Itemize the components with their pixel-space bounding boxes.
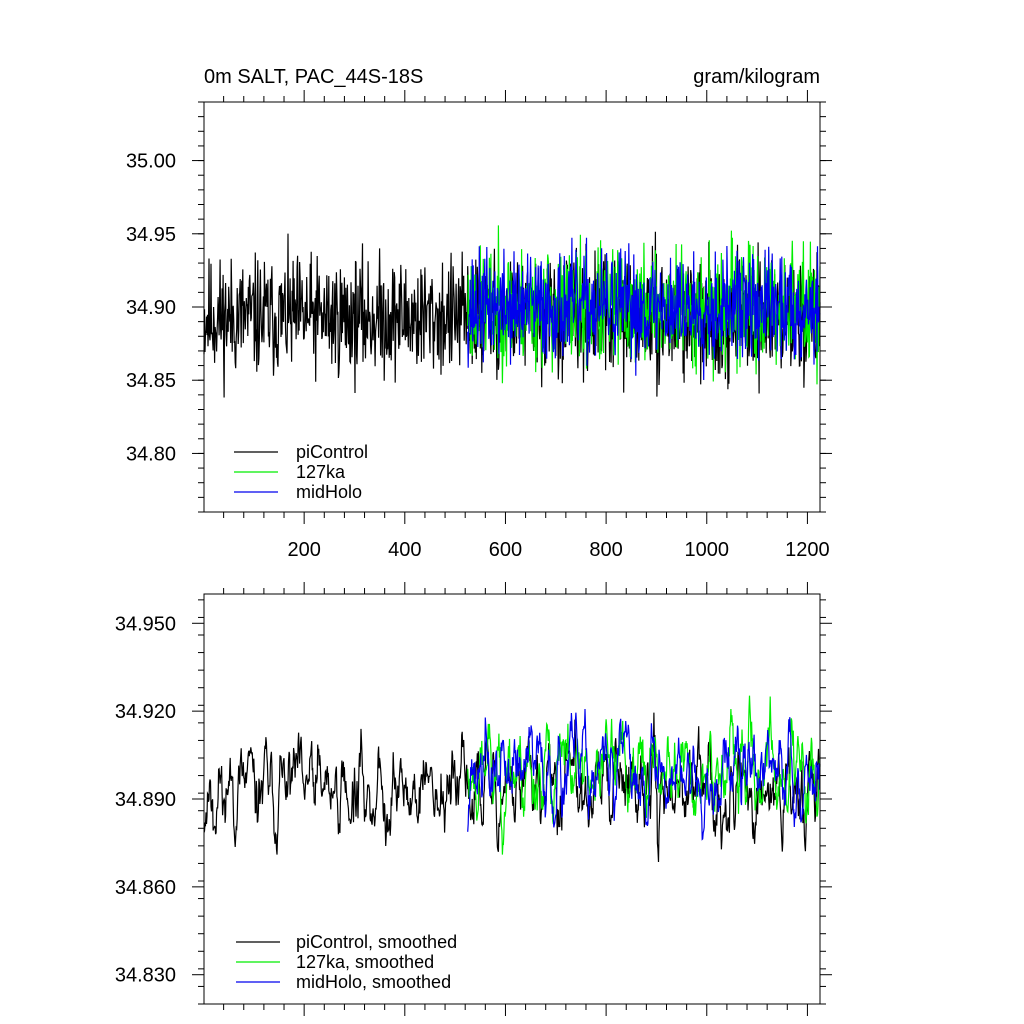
top-y-tick-label: 35.00: [126, 151, 176, 173]
legend-label-midholo-smoothed: midHolo, smoothed: [296, 972, 451, 992]
legend-label-127ka: 127ka: [296, 462, 346, 482]
legend-label-picontrol: piControl: [296, 442, 368, 462]
top-axis-ticks: 200 400 600 800 1000 1200 34.80 34.85 34.90 34.95…: [126, 90, 832, 561]
top-plot-frame: [203, 101, 821, 513]
bottom-y-tick-label: 34.830: [115, 965, 176, 987]
legend-label-midholo: midHolo: [296, 482, 362, 502]
top-x-tick-label: 200: [287, 539, 320, 561]
top-legend: piControl 127ka midHolo: [234, 442, 368, 502]
top-x-tick-label: 600: [489, 539, 522, 561]
top-y-tick-label: 34.95: [126, 224, 176, 246]
top-x-tick-label: 1000: [685, 539, 730, 561]
top-x-tick-label: 400: [388, 539, 421, 561]
top-y-tick-label: 34.80: [126, 443, 176, 465]
top-y-tick-label: 34.90: [126, 297, 176, 319]
bottom-y-tick-label: 34.920: [115, 701, 176, 723]
panel-top: 0m SALT, PAC_44S-18S gram/kilogram 200 40…: [126, 66, 832, 561]
bottom-y-tick-label: 34.950: [115, 613, 176, 635]
chart-title-left: 0m SALT, PAC_44S-18S: [204, 66, 423, 88]
top-series-line-midholo: [467, 237, 821, 381]
legend-label-127ka-smoothed: 127ka, smoothed: [296, 952, 434, 972]
bottom-series-lines: [203, 695, 821, 863]
legend-label-picontrol-smoothed: piControl, smoothed: [296, 932, 457, 952]
top-x-tick-label: 1200: [785, 539, 830, 561]
bottom-y-tick-label: 34.860: [115, 877, 176, 899]
bottom-series-line-127ka-smoothed: [467, 695, 821, 855]
bottom-plot-frame: [203, 593, 821, 1005]
bottom-series-line-midholo-smoothed: [467, 708, 821, 841]
bottom-y-tick-label: 34.890: [115, 789, 176, 811]
panel-bottom: 34.830 34.860 34.890 34.920 34.950 piControl…: [115, 582, 832, 1016]
bottom-axis-ticks: 34.830 34.860 34.890 34.920 34.950: [115, 582, 832, 1016]
chart-title-right: gram/kilogram: [693, 66, 820, 88]
top-series-lines: [203, 225, 821, 398]
top-y-tick-label: 34.85: [126, 370, 176, 392]
bottom-legend: piControl, smoothed 127ka, smoothed midH…: [236, 932, 457, 992]
top-x-tick-label: 800: [589, 539, 622, 561]
